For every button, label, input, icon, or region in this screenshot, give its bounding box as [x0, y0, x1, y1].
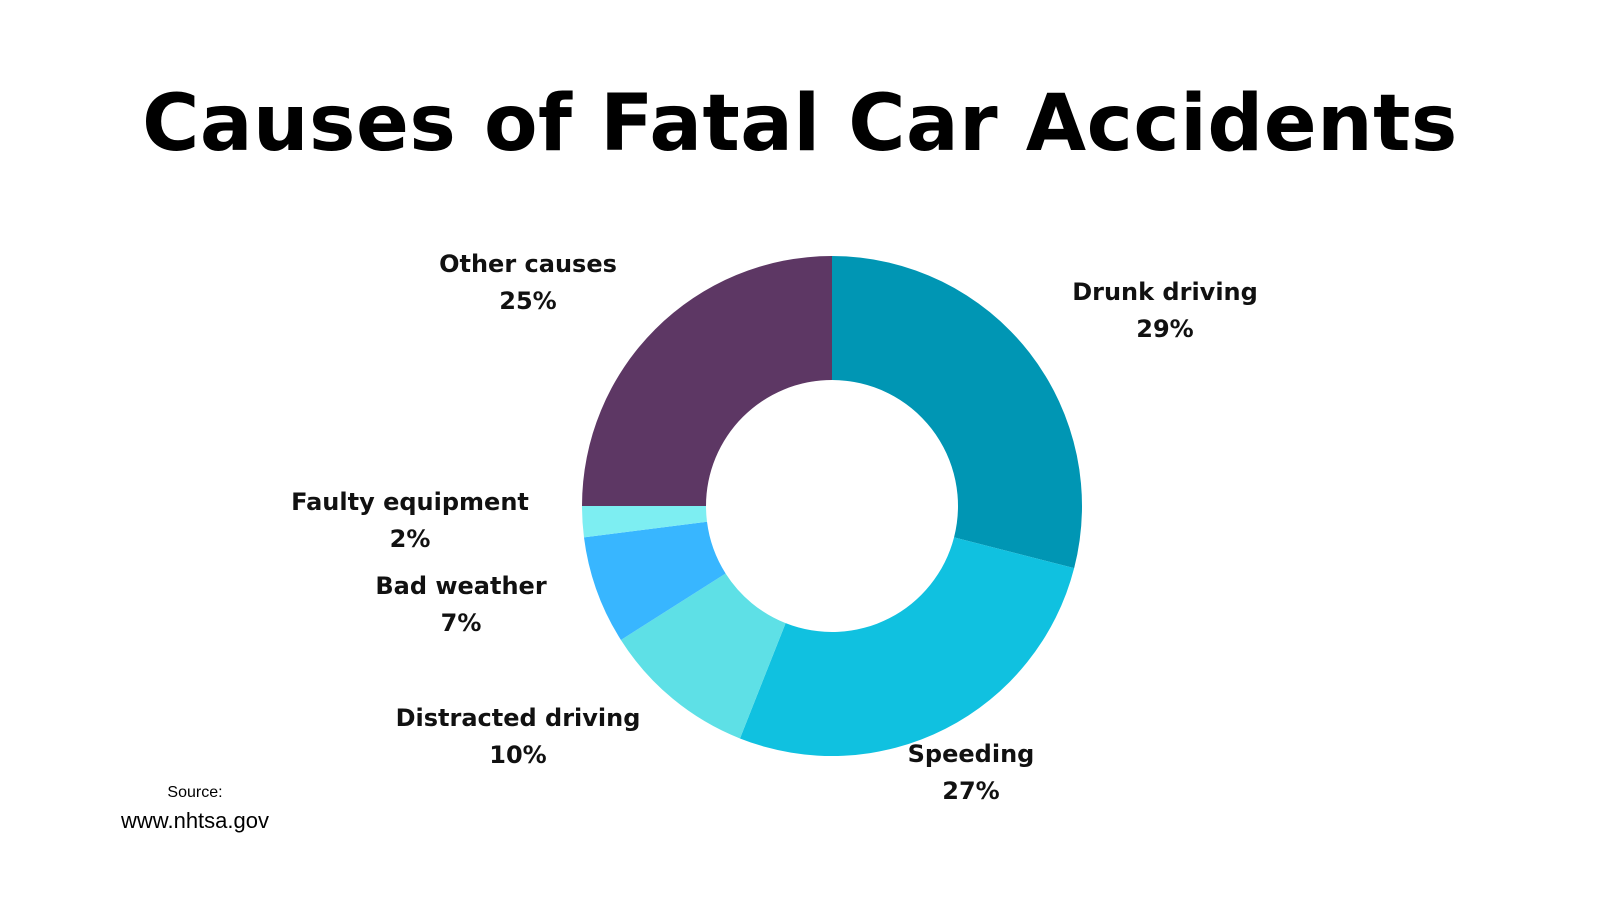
slice-label-drunk-driving: Drunk driving — [1072, 278, 1258, 306]
slice-labels: Drunk driving 29% Speeding 27% Distracted dr… — [291, 250, 1258, 805]
slice-label-speeding: Speeding — [908, 740, 1035, 768]
slice-distracted-driving — [620, 573, 786, 739]
slice-label-other-causes: Other causes — [439, 250, 617, 278]
donut-slices — [582, 256, 1082, 756]
slice-drunk-driving — [832, 256, 1082, 569]
chart-title: Causes of Fatal Car Accidents — [142, 79, 1458, 169]
source-label: Source: — [167, 784, 223, 801]
slice-value-speeding: 27% — [942, 777, 999, 805]
source-note: Source: www.nhtsa.gov — [90, 784, 300, 834]
slice-value-bad-weather: 7% — [441, 609, 482, 637]
slice-value-drunk-driving: 29% — [1136, 315, 1193, 343]
slice-label-faulty-equipment: Faulty equipment — [291, 488, 529, 516]
slice-label-bad-weather: Bad weather — [375, 572, 547, 600]
slice-bad-weather — [583, 521, 726, 640]
slice-faulty-equipment — [582, 506, 707, 538]
slice-label-distracted-driving: Distracted driving — [396, 704, 641, 732]
slice-speeding — [739, 537, 1075, 756]
slice-other-causes — [582, 256, 832, 506]
source-url: www.nhtsa.gov — [121, 808, 269, 833]
slice-value-faulty-equipment: 2% — [390, 525, 431, 553]
slice-value-distracted-driving: 10% — [489, 741, 546, 769]
slice-value-other-causes: 25% — [499, 287, 556, 315]
